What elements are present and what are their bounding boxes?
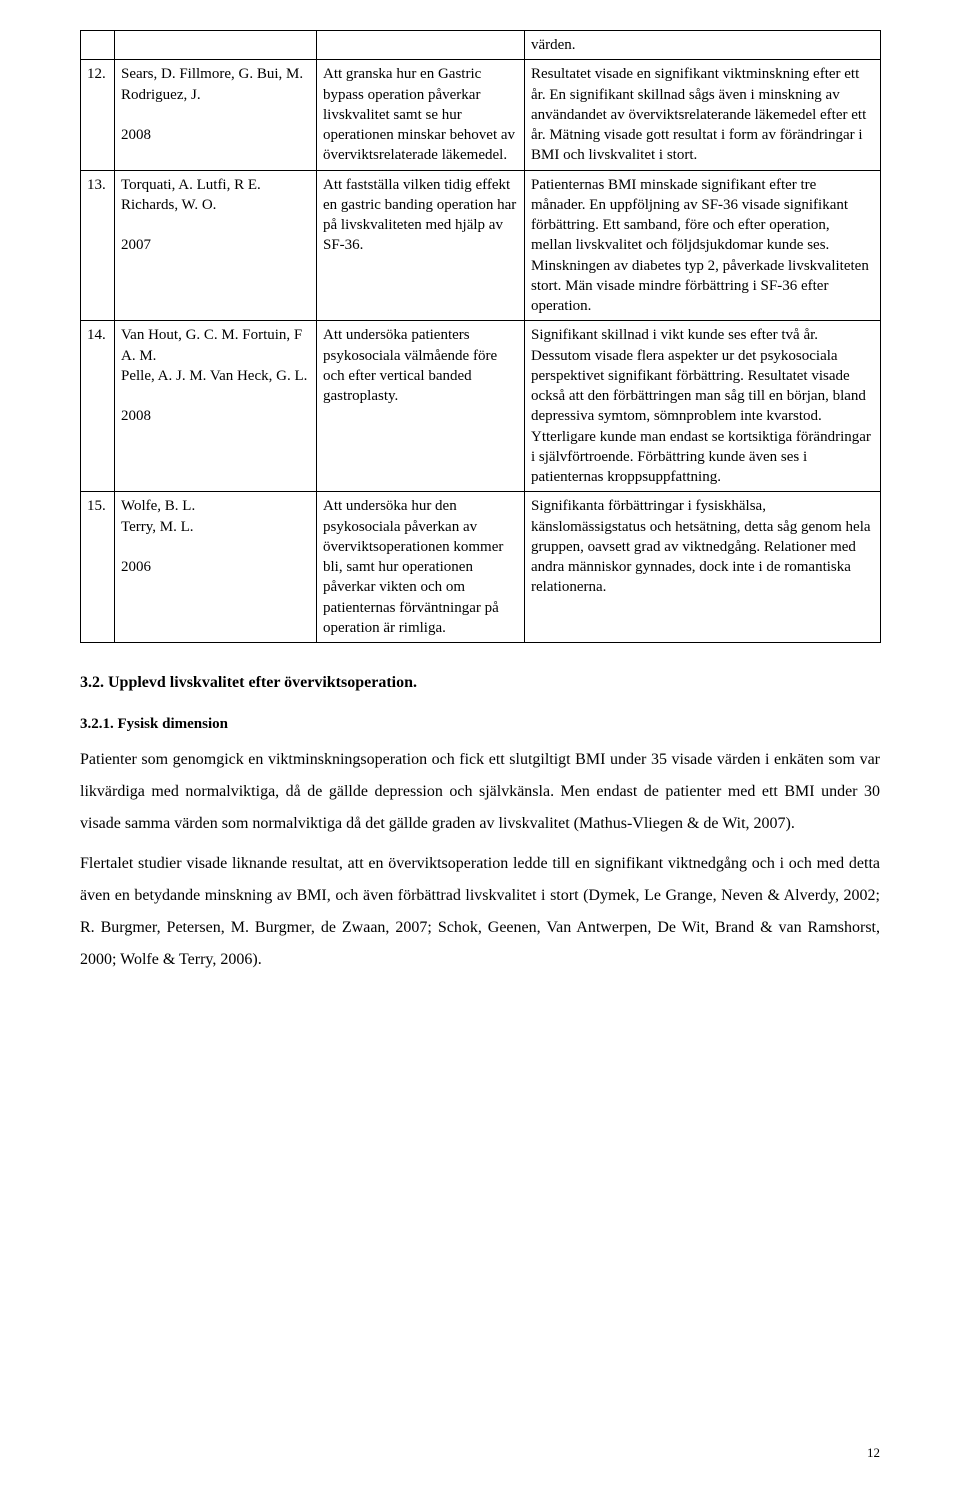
table-row: 15.Wolfe, B. L.Terry, M. L.2006Att under…	[81, 492, 881, 643]
table-row: värden.	[81, 31, 881, 60]
page-number: 12	[867, 1444, 880, 1463]
table-row: 13.Torquati, A. Lutfi, R E. Richards, W.…	[81, 170, 881, 321]
row-number: 15.	[81, 492, 115, 643]
page: värden.12.Sears, D. Fillmore, G. Bui, M.…	[0, 0, 960, 1485]
literature-table: värden.12.Sears, D. Fillmore, G. Bui, M.…	[80, 30, 881, 643]
table-row: 12.Sears, D. Fillmore, G. Bui, M. Rodrig…	[81, 60, 881, 170]
result-cell: Patienternas BMI minskade signifikant ef…	[525, 170, 881, 321]
result-cell: Resultatet visade en signifikant viktmin…	[525, 60, 881, 170]
paragraph: Patienter som genomgick en viktminskning…	[80, 744, 880, 840]
paragraph: Flertalet studier visade liknande result…	[80, 848, 880, 976]
subsection-title: 3.2.1. Fysisk dimension	[80, 714, 880, 736]
author-cell: Sears, D. Fillmore, G. Bui, M. Rodriguez…	[115, 60, 317, 170]
row-number	[81, 31, 115, 60]
aim-cell: Att fastställa vilken tidig effekt en ga…	[317, 170, 525, 321]
aim-cell: Att granska hur en Gastric bypass operat…	[317, 60, 525, 170]
aim-cell: Att undersöka hur den psykosociala påver…	[317, 492, 525, 643]
author-cell	[115, 31, 317, 60]
result-cell: Signifikanta förbättringar i fysiskhälsa…	[525, 492, 881, 643]
author-cell: Torquati, A. Lutfi, R E. Richards, W. O.…	[115, 170, 317, 321]
body-text: Patienter som genomgick en viktminskning…	[80, 744, 880, 976]
aim-cell: Att undersöka patienters psykosociala vä…	[317, 321, 525, 492]
row-number: 12.	[81, 60, 115, 170]
row-number: 13.	[81, 170, 115, 321]
section-title: 3.2. Upplevd livskvalitet efter övervikt…	[80, 671, 880, 694]
result-cell: Signifikant skillnad i vikt kunde ses ef…	[525, 321, 881, 492]
author-cell: Van Hout, G. C. M. Fortuin, F A. M.Pelle…	[115, 321, 317, 492]
aim-cell	[317, 31, 525, 60]
author-cell: Wolfe, B. L.Terry, M. L.2006	[115, 492, 317, 643]
result-cell: värden.	[525, 31, 881, 60]
row-number: 14.	[81, 321, 115, 492]
table-row: 14.Van Hout, G. C. M. Fortuin, F A. M.Pe…	[81, 321, 881, 492]
